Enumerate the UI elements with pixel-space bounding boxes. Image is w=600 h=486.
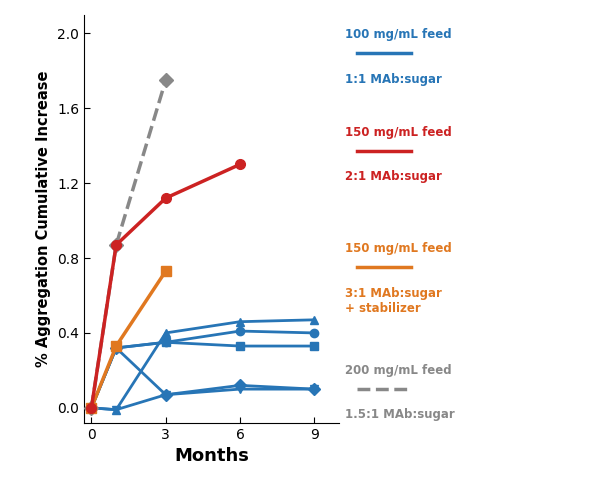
- Text: 1.5:1 MAb:sugar: 1.5:1 MAb:sugar: [345, 408, 455, 421]
- Text: 1:1 MAb:sugar: 1:1 MAb:sugar: [345, 73, 442, 86]
- Text: 2:1 MAb:sugar: 2:1 MAb:sugar: [345, 170, 442, 183]
- X-axis label: Months: Months: [174, 447, 249, 465]
- Text: 100 mg/mL feed: 100 mg/mL feed: [345, 28, 452, 41]
- Text: 150 mg/mL feed: 150 mg/mL feed: [345, 125, 452, 139]
- Text: 150 mg/mL feed: 150 mg/mL feed: [345, 242, 452, 255]
- Y-axis label: % Aggregation Cumulative Increase: % Aggregation Cumulative Increase: [37, 70, 52, 367]
- Text: 3:1 MAb:sugar
+ stabilizer: 3:1 MAb:sugar + stabilizer: [345, 287, 442, 315]
- Text: 200 mg/mL feed: 200 mg/mL feed: [345, 364, 452, 377]
